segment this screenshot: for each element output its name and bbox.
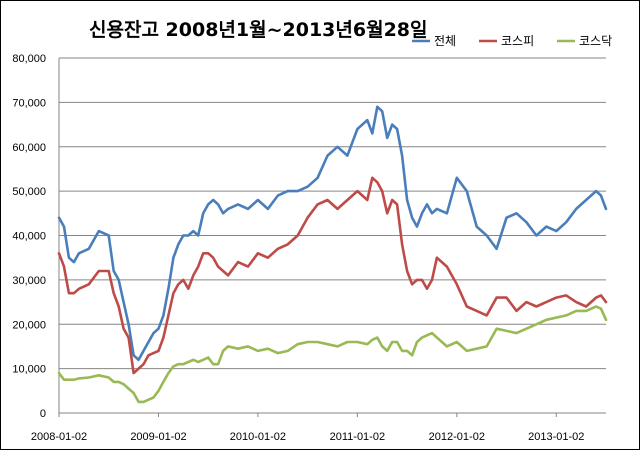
legend: 전체 코스피 코스닥 [412,34,612,48]
x-tick-label: 2011-01-02 [330,431,385,443]
y-tick-label: 60,000 [12,142,46,154]
y-tick-label: 50,000 [12,186,46,198]
y-tick-label: 80,000 [12,53,46,65]
y-axis-ticks: 80,000 70,000 60,000 50,000 40,000 30,000 20,0… [12,53,46,420]
gridlines [59,57,606,370]
y-tick-label: 70,000 [12,97,46,109]
y-tick-label: 20,000 [12,319,46,331]
y-tick-label: 0 [40,408,46,420]
chart-title: 신용잔고 2008년1월~2013년6월28일 [89,19,428,41]
axes [58,58,606,414]
x-tick-label: 2010-01-02 [230,431,286,443]
y-tick-label: 10,000 [12,364,46,376]
series-lines [57,105,608,404]
series-line-1 [57,105,608,362]
y-tick-label: 40,000 [12,231,46,243]
series-line-3 [57,305,608,404]
legend-label: 코스피 [501,34,534,48]
x-tick-label: 2012-01-02 [429,431,485,443]
y-tick-label: 30,000 [12,275,46,287]
x-tick-label: 2009-01-02 [130,431,186,443]
x-axis-ticks: 2008-01-02 2009-01-02 2010-01-02 2011-01-02… [31,413,584,443]
legend-label: 코스닥 [579,34,612,48]
x-tick-label: 2008-01-02 [31,431,87,443]
x-tick-label: 2013-01-02 [528,431,584,443]
series-line-2 [57,176,608,375]
legend-label: 전체 [434,34,456,48]
